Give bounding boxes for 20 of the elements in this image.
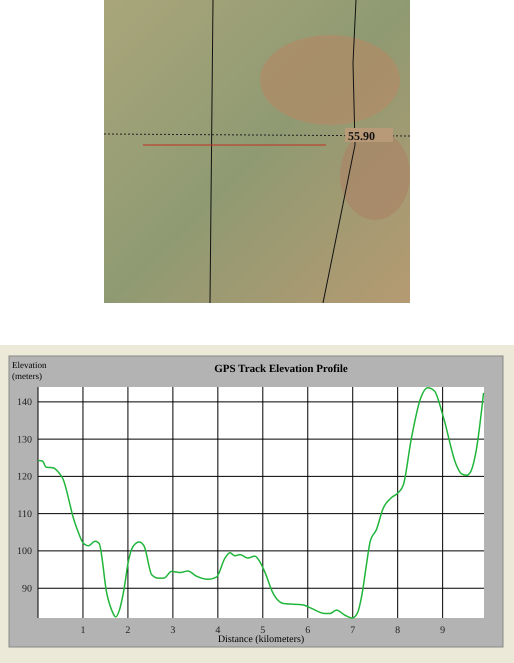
- x-tick-label: 6: [305, 625, 310, 636]
- x-tick-label: 7: [350, 625, 356, 636]
- chart-title: GPS Track Elevation Profile: [214, 363, 348, 375]
- y-tick-label: 110: [17, 508, 32, 520]
- x-tick-label: 9: [440, 625, 446, 636]
- y-axis-title: Elevation (meters): [12, 360, 47, 381]
- y-tick-label: 130: [17, 434, 32, 446]
- x-tick-label: 3: [170, 625, 176, 636]
- y-tick-label: 100: [17, 546, 32, 558]
- x-tick-label: 5: [260, 625, 266, 636]
- line-series: [37, 386, 484, 619]
- y-tick-label: 90: [22, 583, 32, 594]
- text: 55.90: [348, 129, 375, 143]
- x-tick-label: 2: [125, 625, 130, 636]
- y-tick-label: 120: [17, 472, 32, 483]
- x-tick-label: 8: [395, 625, 400, 636]
- x-tick-label: 1: [80, 625, 86, 636]
- y-tick-label: 140: [17, 397, 32, 408]
- x-tick-label: 4: [215, 625, 220, 636]
- x-axis-title: Distance (kilometers): [218, 634, 304, 645]
